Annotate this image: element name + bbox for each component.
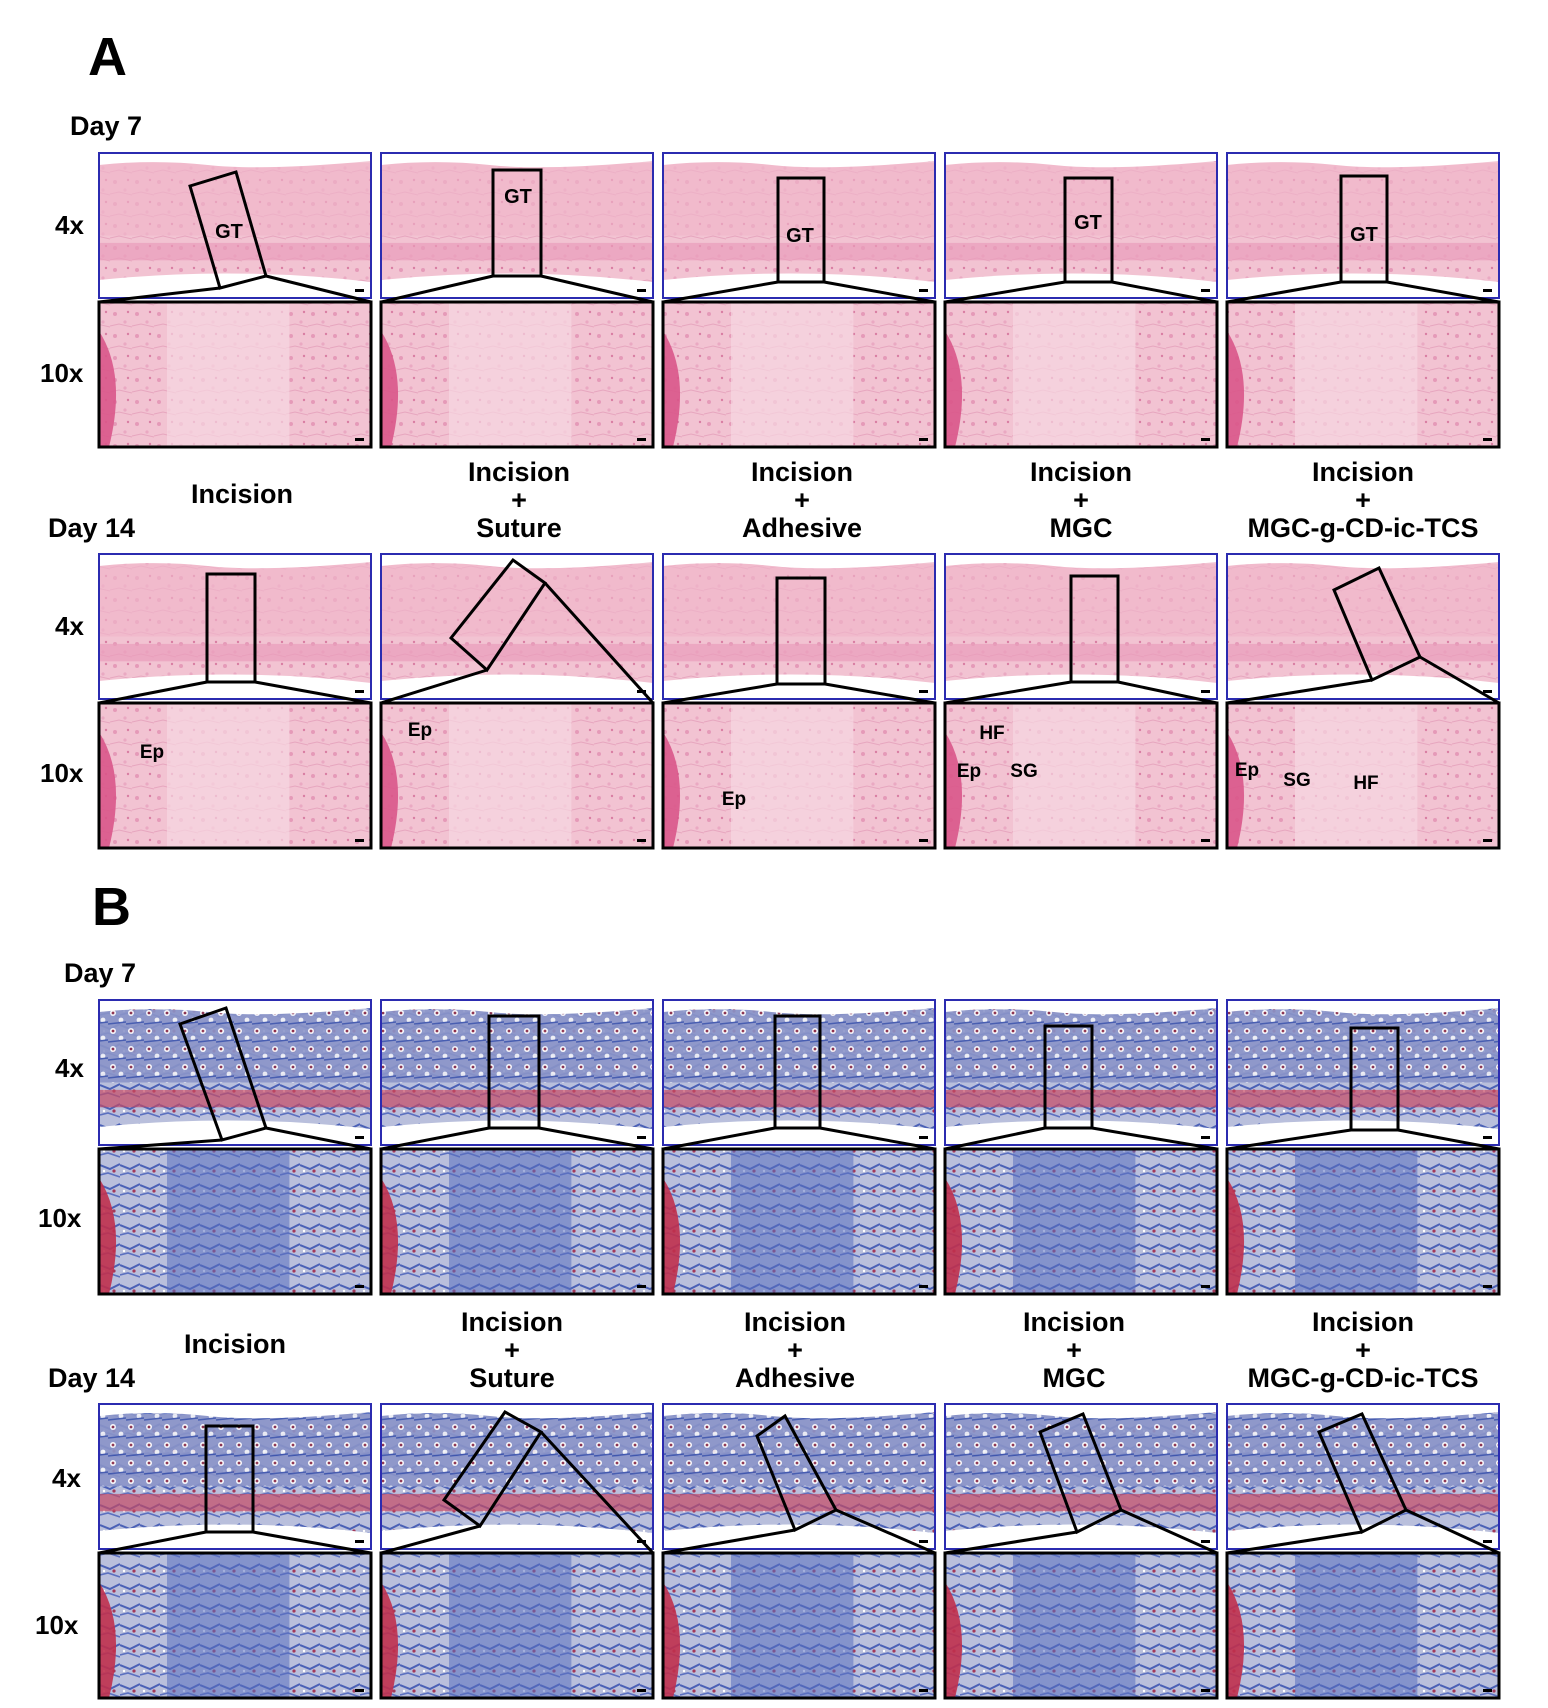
micrograph-10x [661,1551,937,1700]
mag-4x-b-day7: 4x [55,1053,84,1083]
zoom-box [1332,565,1422,683]
group-caption-b-1: Incision [183,1329,286,1359]
micrograph-4x [662,999,936,1146]
micrograph-4x [944,1403,1218,1550]
zoom-box [1339,174,1389,284]
label-gt: GT [786,225,814,247]
mag-10x-a-day14: 10x [40,758,84,788]
micrograph-10x [661,300,937,449]
group-caption-b-3: Incision + Adhesive [734,1307,856,1393]
micrograph-10x [1225,701,1501,850]
zoom-box [773,1014,822,1130]
micrograph-4x [944,999,1218,1146]
label-epidermis: Ep [957,761,981,782]
group-caption-a-3: Incision + Adhesive [741,457,863,543]
micrograph-4x [662,553,936,700]
label-epidermis: Ep [722,789,746,810]
micrograph-10x [943,300,1219,449]
micrograph-4x [380,152,654,299]
label-sebaceous-gland: SG [1010,761,1037,782]
label-epidermis: Ep [1235,760,1259,781]
micrograph-10x [379,300,655,449]
micrograph-4x [380,999,654,1146]
zoom-box [188,170,268,290]
micrograph-4x [1226,1403,1500,1550]
zoom-box [205,572,257,684]
mag-10x-b-day7: 10x [38,1203,82,1233]
micrograph-4x [1226,553,1500,700]
zoom-box [491,168,543,278]
micrograph-10x [661,701,937,850]
zoom-box [1349,1026,1400,1132]
zoom-box [441,1410,544,1529]
label-hair-follicle: HF [1353,773,1378,794]
micrograph-10x [379,1147,655,1296]
zoom-box [1069,574,1120,684]
micrograph-10x [943,701,1219,850]
day14-label-b: Day 14 [48,1363,136,1393]
zoom-box [755,1413,839,1533]
zoom-box [1063,176,1114,284]
micrograph-10x [97,701,373,850]
mag-4x-a-day14: 4x [55,611,84,641]
micrograph-4x [98,999,372,1146]
label-hair-follicle: HF [979,723,1004,744]
zoom-box [448,557,548,673]
micrograph-4x [662,1403,936,1550]
mag-4x-a-day7: 4x [55,210,84,240]
micrograph-10x [379,1551,655,1700]
label-gt: GT [215,221,243,243]
day7-label-b: Day 7 [64,958,137,988]
micrograph-4x [944,152,1218,299]
group-caption-a-5: Incision + MGC-g-CD-ic-TCS [1247,457,1479,543]
panel-letter-b: B [92,877,131,937]
label-gt: GT [1350,224,1378,246]
group-caption-b-4: Incision + MGC [1022,1307,1125,1393]
day7-label-a: Day 7 [70,111,143,141]
micrograph-10x [1225,300,1501,449]
mag-10x-a-day7: 10x [40,358,84,388]
panel-b-images [97,999,1501,1700]
zoom-box [1038,1412,1123,1535]
label-epidermis: Ep [408,720,432,741]
micrograph-10x [1225,1147,1501,1296]
micrograph-4x [662,152,936,299]
zoom-box [775,576,827,686]
micrograph-10x [661,1147,937,1296]
group-caption-a-2: Incision + Suture [467,457,570,543]
micrograph-4x [98,152,372,299]
zoom-box [487,1014,541,1130]
micrograph-4x [98,553,372,700]
micrograph-10x [97,1551,373,1700]
micrograph-10x [943,1147,1219,1296]
label-gt: GT [1074,212,1102,234]
group-caption-a-4: Incision + MGC [1029,457,1132,543]
micrograph-4x [944,553,1218,700]
mag-4x-b-day14: 4x [52,1463,81,1493]
mag-10x-b-day14: 10x [35,1610,79,1640]
zoom-box [178,1006,268,1142]
micrograph-10x [943,1551,1219,1700]
micrograph-4x [1226,999,1500,1146]
label-sebaceous-gland: SG [1283,770,1310,791]
micrograph-10x [379,701,655,850]
label-gt: GT [504,186,532,208]
zoom-box [776,176,826,284]
panel-a-images [97,152,1501,850]
zoom-box [204,1424,255,1534]
label-epidermis: Ep [140,742,164,763]
group-caption-b-2: Incision + Suture [460,1307,563,1393]
group-caption-a-1: Incision [190,479,293,509]
micrograph-4x [380,1403,654,1550]
group-caption-b-5: Incision + MGC-g-CD-ic-TCS [1247,1307,1479,1393]
micrograph-10x [97,300,373,449]
zoom-box [1043,1024,1094,1130]
micrograph-10x [97,1147,373,1296]
panel-letter-a: A [88,27,127,87]
day14-label-a: Day 14 [48,513,136,543]
zoom-box [1317,1412,1408,1535]
micrograph-10x [1225,1551,1501,1700]
